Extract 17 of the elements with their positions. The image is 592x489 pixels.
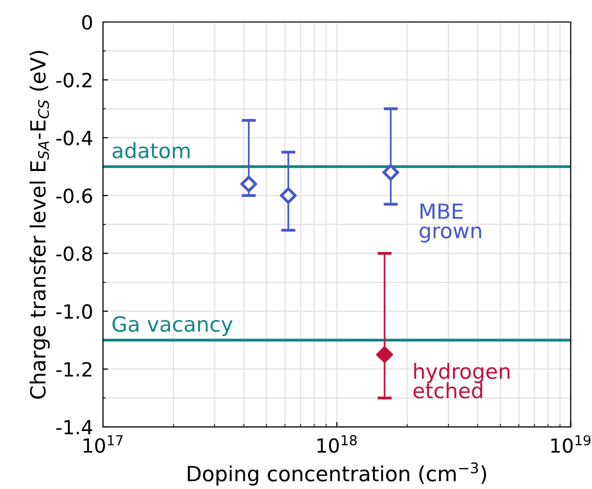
x-axis-title: Doping concentration (cm$^{−3}$)	[188, 462, 486, 486]
x-tick-label: 10$^{17}$	[84, 435, 123, 453]
y-axis-title: Charge transfer level E$_{SA}$-E$_{CS}$ (eV)	[30, 50, 50, 399]
y-tick-label: -0.2	[56, 72, 92, 88]
y-tick-label: -0.8	[56, 246, 92, 262]
series-label: hydrogen etched	[414, 362, 510, 398]
y-tick-label: -1.2	[56, 362, 92, 376]
y-tick-label: -0.4	[56, 130, 92, 146]
series-label: MBE grown	[420, 204, 482, 242]
x-tick-label: 10$^{18}$	[318, 435, 357, 453]
y-tick-label: 0	[82, 14, 92, 30]
y-tick-label: -1.0	[56, 304, 92, 319]
ref-line-label: adatom	[112, 142, 190, 158]
y-tick-label: -0.6	[56, 188, 92, 204]
y-tick-label: -1.4	[56, 420, 92, 434]
ref-line-label: Ga vacancy	[112, 316, 233, 336]
x-tick-label: 10$^{19}$	[551, 435, 590, 453]
